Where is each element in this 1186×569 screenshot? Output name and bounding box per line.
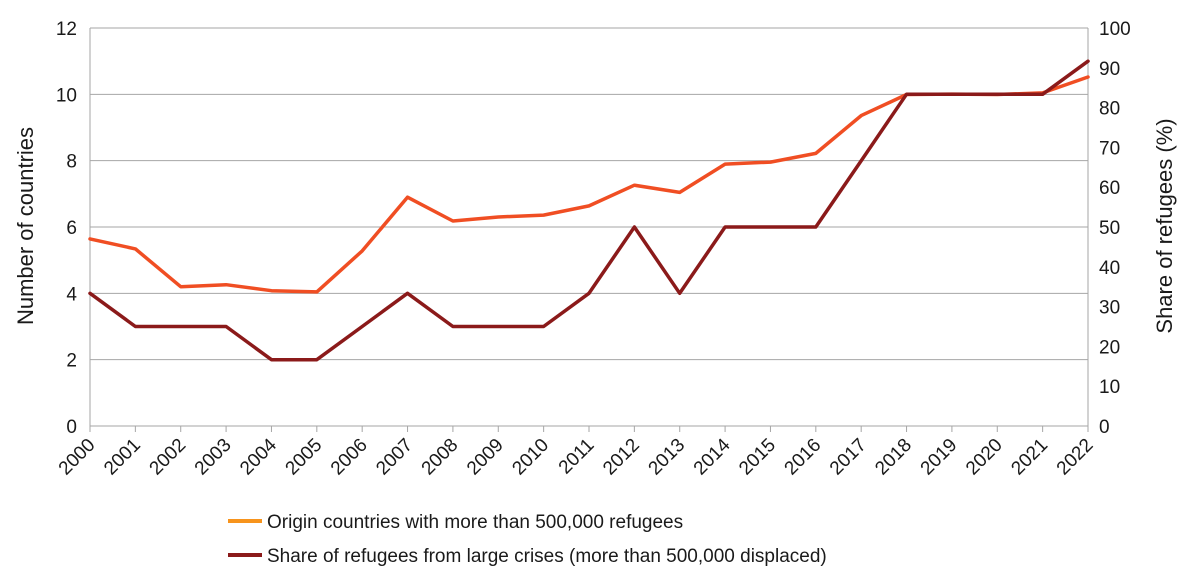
left-tick-label: 10 <box>56 85 77 106</box>
right-axis-ticks: 0 10 20 30 40 50 60 70 80 90 100 <box>1099 19 1131 438</box>
x-tick-label: 2001 <box>100 435 145 480</box>
left-tick-label: 2 <box>66 351 77 372</box>
series-line-0 <box>88 75 1090 294</box>
x-tick-label: 2000 <box>55 435 100 480</box>
right-tick-label: 50 <box>1099 218 1120 239</box>
x-tick-label: 2004 <box>236 434 281 479</box>
legend-label-origin-countries: Origin countries with more than 500,000 … <box>267 512 683 533</box>
x-tick-label: 2011 <box>555 435 599 479</box>
x-tick-label: 2006 <box>327 435 372 480</box>
x-tick-label: 2018 <box>871 435 916 480</box>
x-tick-label: 2014 <box>690 434 735 479</box>
right-tick-label: 60 <box>1099 178 1120 199</box>
right-tick-label: 10 <box>1099 377 1120 398</box>
x-axis-ticks: 2000 2001 2002 2003 2004 2005 2006 2007 2008 2009… <box>55 434 1098 479</box>
x-tick-label: 2007 <box>372 435 417 480</box>
right-tick-label: 40 <box>1099 258 1120 279</box>
legend-label-large-crises: Share of refugees from large crises (mor… <box>267 546 827 567</box>
x-tick-label: 2022 <box>1053 435 1098 480</box>
left-tick-label: 12 <box>56 19 77 40</box>
legend: Origin countries with more than 500,000 … <box>228 512 827 567</box>
left-tick-label: 8 <box>66 152 77 173</box>
gridlines <box>89 27 1089 432</box>
right-tick-label: 30 <box>1099 298 1120 319</box>
left-tick-label: 0 <box>66 417 77 438</box>
series-lines <box>88 59 1090 362</box>
x-tick-label: 2016 <box>781 435 826 480</box>
left-tick-label: 4 <box>66 284 77 305</box>
x-tick-label: 2008 <box>418 435 463 480</box>
x-tick-label: 2003 <box>191 435 236 480</box>
x-tick-label: 2021 <box>1007 435 1052 480</box>
left-axis-ticks: 0 2 4 6 8 10 12 <box>56 19 78 438</box>
x-tick-label: 2009 <box>463 435 508 480</box>
y-axis-left-title: Number of countries <box>13 127 38 325</box>
x-tick-label: 2012 <box>599 435 644 480</box>
right-tick-label: 90 <box>1099 59 1120 80</box>
right-tick-label: 0 <box>1099 417 1110 438</box>
series-line-1 <box>88 59 1090 362</box>
right-tick-label: 100 <box>1099 19 1131 40</box>
right-tick-label: 80 <box>1099 99 1120 120</box>
right-tick-label: 20 <box>1099 337 1120 358</box>
x-tick-label: 2002 <box>146 435 191 480</box>
left-tick-label: 6 <box>66 218 77 239</box>
x-tick-label: 2005 <box>282 435 327 480</box>
x-tick-label: 2010 <box>508 435 553 480</box>
right-tick-label: 70 <box>1099 138 1120 159</box>
x-tick-label: 2017 <box>826 435 871 480</box>
x-tick-label: 2019 <box>917 435 962 480</box>
x-tick-label: 2015 <box>735 435 780 480</box>
x-tick-label: 2013 <box>645 435 690 480</box>
y-axis-right-title: Share of refugees (%) <box>1152 118 1177 333</box>
x-tick-label: 2020 <box>962 435 1007 480</box>
